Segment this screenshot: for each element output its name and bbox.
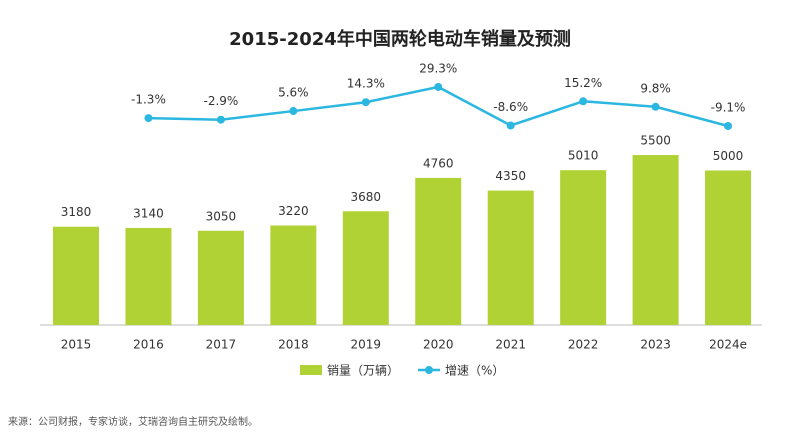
- legend-label: 销量（万辆）: [327, 364, 399, 378]
- bar: [632, 155, 679, 325]
- bar-label: 5500: [640, 134, 671, 148]
- line-label: 5.6%: [278, 86, 309, 100]
- line-label: 29.3%: [419, 61, 457, 75]
- x-tick-label: 2020: [423, 338, 454, 352]
- legend-swatch: [425, 366, 433, 374]
- bar-label: 5010: [568, 149, 599, 163]
- bar-label: 4350: [495, 169, 526, 183]
- line-label: -1.3%: [131, 93, 166, 107]
- x-tick-label: 2024e: [709, 338, 747, 352]
- x-tick-label: 2018: [278, 338, 309, 352]
- bar: [487, 190, 534, 325]
- bar: [53, 226, 99, 325]
- x-tick-label: 2017: [206, 338, 237, 352]
- line-point: [724, 121, 733, 130]
- line-point: [144, 114, 153, 123]
- line-label: -2.9%: [203, 94, 238, 108]
- bar-label: 3140: [133, 206, 164, 220]
- legend-label: 增速（%）: [445, 364, 504, 378]
- bar: [415, 177, 462, 325]
- line-point: [289, 107, 298, 116]
- bar: [705, 170, 752, 325]
- source-note: 来源：公司财报，专家访谈，艾瑞咨询自主研究及绘制。: [8, 415, 258, 428]
- bar-label: 3050: [206, 209, 237, 223]
- bar-label: 3680: [351, 190, 382, 204]
- bar-label: 3220: [278, 204, 309, 218]
- x-tick-label: 2019: [351, 338, 382, 352]
- line-point: [579, 97, 588, 106]
- line-point: [651, 102, 660, 111]
- x-tick-label: 2016: [133, 338, 164, 352]
- bar: [560, 170, 607, 325]
- line-label: -8.6%: [493, 100, 528, 114]
- x-tick-label: 2015: [61, 338, 92, 352]
- x-tick-label: 2023: [640, 338, 671, 352]
- bar: [197, 230, 244, 325]
- bar: [342, 211, 389, 325]
- line-point: [216, 115, 225, 124]
- line-point: [506, 121, 515, 130]
- bar-label: 5000: [713, 149, 744, 163]
- bar: [125, 227, 172, 325]
- line-label: -9.1%: [711, 100, 746, 114]
- bar: [270, 225, 317, 325]
- x-tick-label: 2022: [568, 338, 599, 352]
- line-point: [361, 98, 370, 107]
- line-label: 15.2%: [564, 76, 602, 90]
- legend-swatch: [300, 365, 322, 375]
- line-label: 9.8%: [640, 81, 671, 95]
- line-label: 14.3%: [347, 77, 385, 91]
- line-point: [434, 82, 443, 91]
- bar-label: 3180: [61, 205, 92, 219]
- bar-label: 4760: [423, 156, 454, 170]
- chart-title: 2015-2024年中国两轮电动车销量及预测: [229, 28, 571, 50]
- x-tick-label: 2021: [495, 338, 526, 352]
